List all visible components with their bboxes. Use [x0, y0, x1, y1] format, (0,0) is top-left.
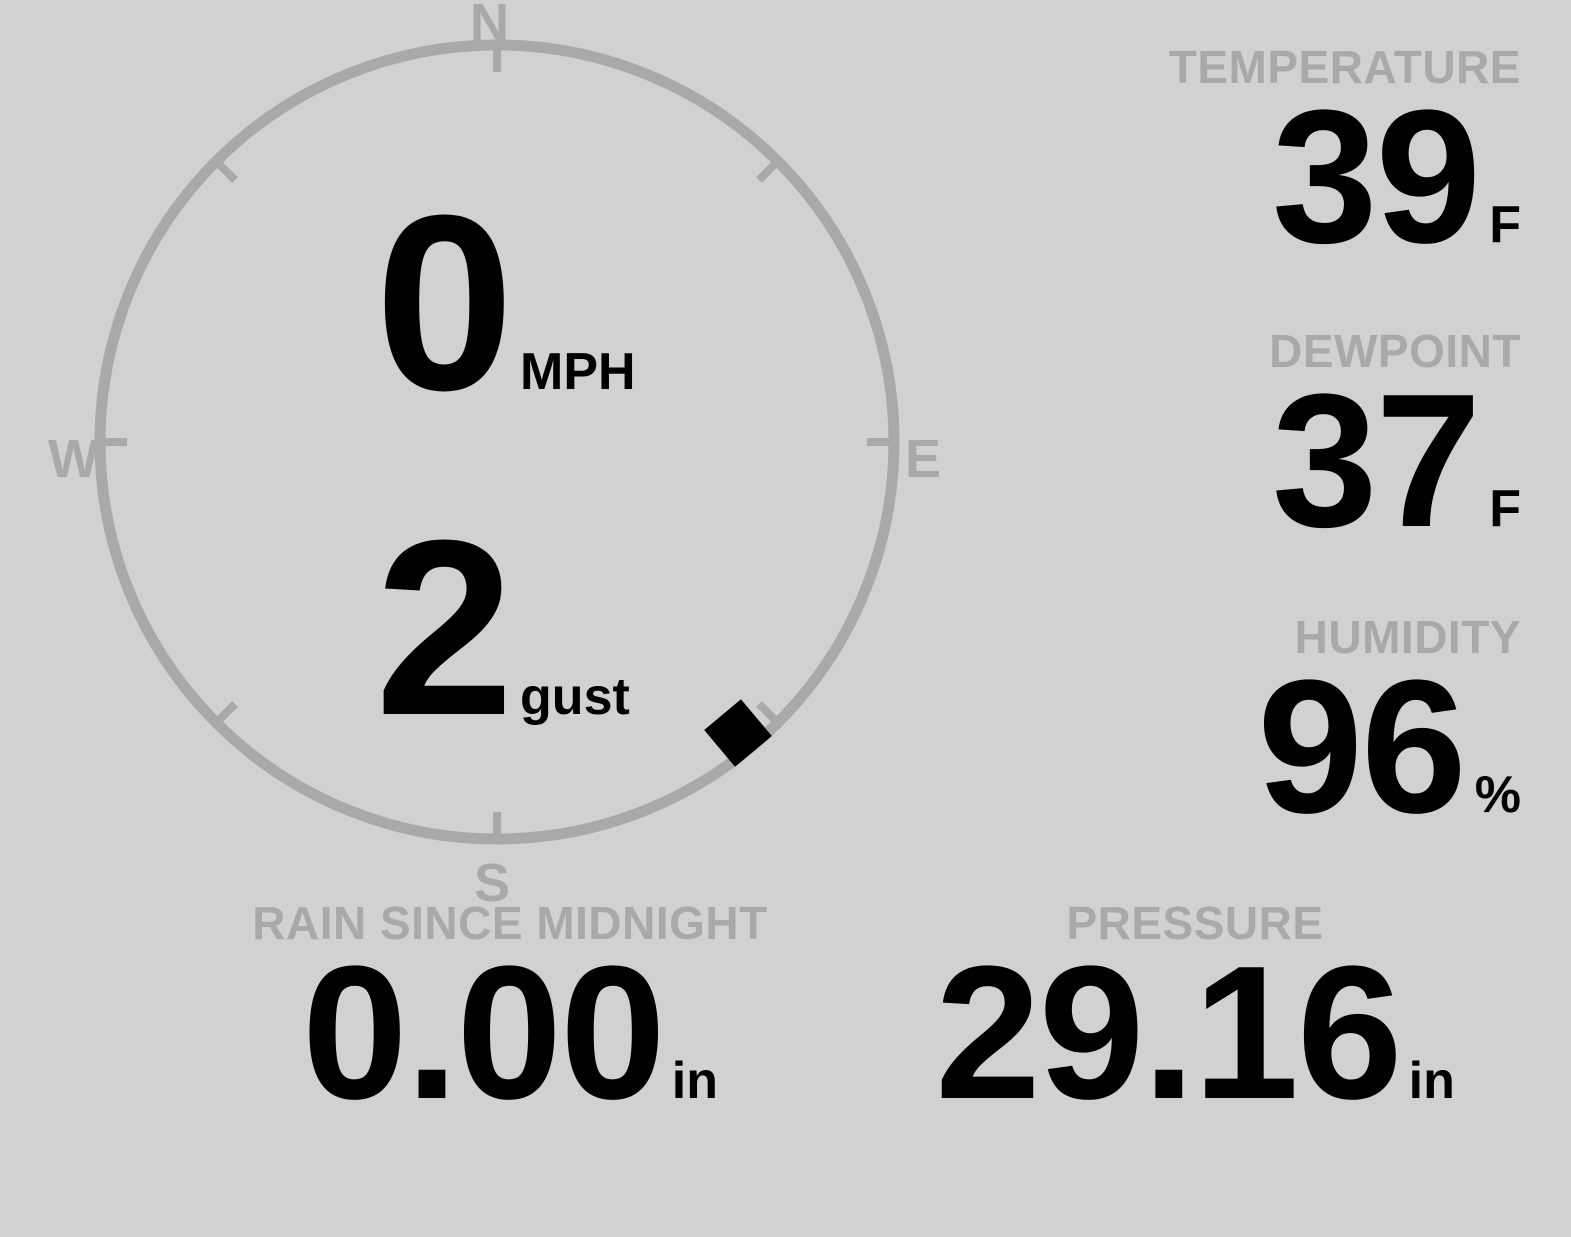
metric-dewpoint-unit: F	[1489, 480, 1521, 538]
wind-speed-readout: 0 MPH	[375, 163, 636, 442]
metric-pressure-readout: 29.16 in	[870, 927, 1520, 1139]
compass-label-east: E	[905, 429, 942, 489]
compass-tick-marks	[100, 45, 894, 839]
compass-label-south: S	[474, 853, 511, 913]
metric-pressure: PRESSURE 29.16 in	[870, 897, 1520, 1139]
metric-humidity-unit: %	[1474, 766, 1521, 824]
metric-temperature-unit: F	[1489, 196, 1521, 254]
metric-rain-readout: 0.00 in	[190, 927, 830, 1139]
compass-label-west: W	[48, 429, 99, 489]
metric-humidity: HUMIDITY 96 %	[981, 611, 1521, 853]
wind-gust-value: 2	[375, 488, 514, 767]
compass-ring-graphic	[94, 39, 900, 845]
wind-speed-value: 0	[375, 163, 514, 442]
metric-rain-since-midnight: RAIN SINCE MIDNIGHT 0.00 in	[190, 897, 830, 1139]
metric-humidity-value: 96	[1257, 641, 1466, 853]
metric-dewpoint-readout: 37 F	[981, 355, 1521, 567]
wind-speed-unit: MPH	[520, 343, 636, 401]
metric-dewpoint-label: DEWPOINT	[1269, 325, 1521, 377]
wind-direction-marker	[704, 699, 772, 767]
metric-temperature-value: 39	[1271, 71, 1481, 283]
metric-dewpoint: DEWPOINT 37 F	[981, 325, 1521, 567]
metric-humidity-label: HUMIDITY	[1294, 611, 1521, 663]
wind-compass-dial: N E S W 0 MPH 2 gust	[0, 0, 1000, 910]
wind-gust-unit: gust	[520, 668, 630, 726]
metric-temperature: TEMPERATURE 39 F	[981, 41, 1521, 283]
metric-rain-label: RAIN SINCE MIDNIGHT	[252, 897, 768, 949]
wind-gust-readout: 2 gust	[375, 488, 630, 767]
metric-dewpoint-value: 37	[1271, 355, 1481, 567]
metric-pressure-label: PRESSURE	[1066, 897, 1324, 949]
metric-temperature-readout: 39 F	[981, 71, 1521, 283]
metric-rain-unit: in	[671, 1052, 718, 1110]
metric-rain-value: 0.00	[301, 927, 666, 1139]
metric-pressure-unit: in	[1408, 1052, 1455, 1110]
metric-pressure-value: 29.16	[935, 927, 1402, 1139]
compass-label-north: N	[470, 0, 509, 53]
metric-temperature-label: TEMPERATURE	[1168, 41, 1521, 93]
metric-humidity-readout: 96 %	[981, 641, 1521, 853]
